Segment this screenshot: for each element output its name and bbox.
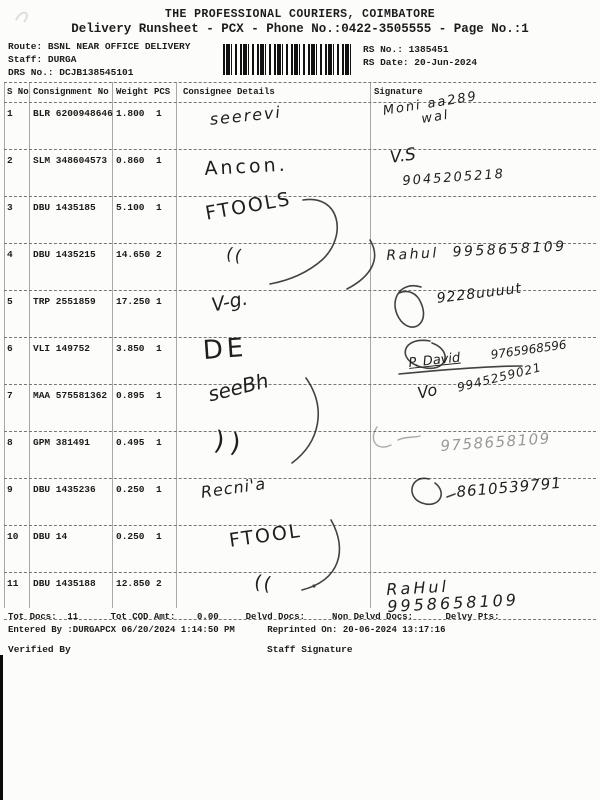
handwritten-consignee: seerevi <box>208 102 283 129</box>
row-serial-no: 8 <box>7 437 13 448</box>
row-consignment-no: VLI 149752 <box>33 343 91 354</box>
handwritten-consignee: V-g. <box>209 287 250 317</box>
handwritten-consignee: FTOOL <box>227 519 303 552</box>
table-row: 8 GPM 381491 0.495 1 )) 9758658109 <box>4 426 596 479</box>
row-consignment-no: MAA 575581362 <box>33 390 108 401</box>
runsheet-subtitle: Delivery Runsheet - PCX - Phone No.:0422… <box>71 22 529 36</box>
table-row: 4 DBU 1435215 14.650 2 (( Rahul 99586581… <box>4 239 596 291</box>
handwritten-signature: 9758658109 <box>439 429 552 455</box>
row-serial-no: 3 <box>7 202 13 213</box>
row-pcs: 1 <box>156 155 162 166</box>
totals-line: Tot Docs: 11 Tot COD Amt: 0.00 Delvd Doc… <box>8 612 500 622</box>
col-header-consignment: Consignment No <box>33 87 109 97</box>
verified-by-label: Verified By <box>8 644 71 655</box>
handwritten-signature: V.S <box>388 144 418 168</box>
row-weight: 14.650 <box>116 249 151 260</box>
row-consignment-no: TRP 2551859 <box>33 296 96 307</box>
staff-line: Staff: DURGA <box>8 54 77 65</box>
col-header-pcs: PCS <box>154 87 171 97</box>
row-pcs: 1 <box>156 531 162 542</box>
col-header-sno: S No <box>7 87 29 97</box>
table-row: 9 DBU 1435236 0.250 1 Recni'a 8610539791 <box>4 473 596 526</box>
row-weight: 0.250 <box>116 531 145 542</box>
row-weight: 0.250 <box>116 484 145 495</box>
handwritten-consignee: Recni'a <box>199 473 268 502</box>
table-row: 2 SLM 348604573 0.860 1 Ancon. V.S 90452… <box>4 144 596 197</box>
rs-number-line: RS No.: 1385451 <box>363 44 449 55</box>
row-pcs: 2 <box>156 249 162 260</box>
row-pcs: 1 <box>156 343 162 354</box>
handwritten-signature: RaHul 9958658109 <box>385 575 520 616</box>
row-pcs: 1 <box>156 108 162 119</box>
row-weight: 5.100 <box>116 202 145 213</box>
handwritten-consignee: DE <box>201 332 249 366</box>
row-serial-no: 1 <box>7 108 13 119</box>
row-weight: 3.850 <box>116 343 145 354</box>
staff-signature-label: Staff Signature <box>267 644 353 655</box>
row-serial-no: 10 <box>7 531 19 542</box>
row-consignment-no: DBU 14 <box>33 531 68 542</box>
row-pcs: 1 <box>156 484 162 495</box>
company-title: THE PROFESSIONAL COURIERS, COIMBATORE <box>164 8 436 21</box>
row-consignment-no: DBU 1435236 <box>33 484 96 495</box>
row-serial-no: 2 <box>7 155 13 166</box>
row-serial-no: 11 <box>7 578 19 589</box>
row-pcs: 2 <box>156 578 162 589</box>
table-rows: 1 BLR 6200948646 1.800 1 seerevi Moni aa… <box>4 89 596 620</box>
row-consignment-no: DBU 1435215 <box>33 249 96 260</box>
handwritten-consignee: )) <box>212 426 249 461</box>
handwritten-consignee: (( <box>252 571 275 596</box>
row-weight: 1.800 <box>116 108 145 119</box>
row-weight: 0.495 <box>116 437 145 448</box>
row-weight: 0.895 <box>116 390 145 401</box>
handwritten-signature: P. David <box>407 350 462 371</box>
handwritten-phone: 9765968596 <box>489 337 568 362</box>
row-pcs: 1 <box>156 437 162 448</box>
table-row: 10 DBU 14 0.250 1 FTOOL <box>4 520 596 573</box>
route-line: Route: BSNL NEAR OFFICE DELIVERY <box>8 41 191 52</box>
row-consignment-no: DBU 1435188 <box>33 578 96 589</box>
barcode <box>223 44 351 75</box>
row-weight: 12.850 <box>116 578 151 589</box>
rs-date-line: RS Date: 20-Jun-2024 <box>363 57 478 68</box>
handwritten-signature: Vo <box>415 379 439 403</box>
entered-by-line: Entered By :DURGAPCX 06/20/2024 1:14:50 … <box>8 625 446 635</box>
table-row: 5 TRP 2551859 17.250 1 V-g. 9228uuuut <box>4 281 596 338</box>
runsheet-table: S No Consignment No Weight PCS Consignee… <box>4 82 596 620</box>
row-pcs: 1 <box>156 390 162 401</box>
drs-number-line: DRS No.: DCJB138545101 <box>8 67 134 78</box>
row-weight: 0.860 <box>116 155 145 166</box>
handwritten-consignee: (( <box>224 244 246 268</box>
col-header-weight: Weight <box>116 87 149 97</box>
row-consignment-no: BLR 6200948646 <box>33 108 113 119</box>
handwritten-signature: Rahul 9958658109 <box>385 238 567 264</box>
col-header-consignee: Consignee Details <box>183 87 275 97</box>
row-pcs: 1 <box>156 296 162 307</box>
row-consignment-no: SLM 348604573 <box>33 155 108 166</box>
table-row: 3 DBU 1435185 5.100 1 FTOOLS <box>4 188 596 244</box>
table-header-row: S No Consignment No Weight PCS Consignee… <box>4 82 596 103</box>
col-header-signature: Signature <box>374 87 423 97</box>
table-row: 7 MAA 575581362 0.895 1 seeBh Vo 9945259… <box>4 360 596 432</box>
row-consignment-no: DBU 1435185 <box>33 202 96 213</box>
row-serial-no: 4 <box>7 249 13 260</box>
scan-edge-artifact <box>0 655 3 800</box>
row-serial-no: 7 <box>7 390 13 401</box>
row-serial-no: 9 <box>7 484 13 495</box>
table-row: 1 BLR 6200948646 1.800 1 seerevi Moni aa… <box>4 89 596 150</box>
row-consignment-no: GPM 381491 <box>33 437 91 448</box>
handwritten-consignee: Ancon. <box>203 153 289 180</box>
row-weight: 17.250 <box>116 296 151 307</box>
row-pcs: 1 <box>156 202 162 213</box>
table-row: 11 DBU 1435188 12.850 2 (( RaHul 9958658… <box>4 571 596 620</box>
handwritten-phone: 9045205218 <box>401 166 506 189</box>
row-serial-no: 6 <box>7 343 13 354</box>
row-serial-no: 5 <box>7 296 13 307</box>
handwritten-signature: 8610539791 <box>455 473 563 501</box>
